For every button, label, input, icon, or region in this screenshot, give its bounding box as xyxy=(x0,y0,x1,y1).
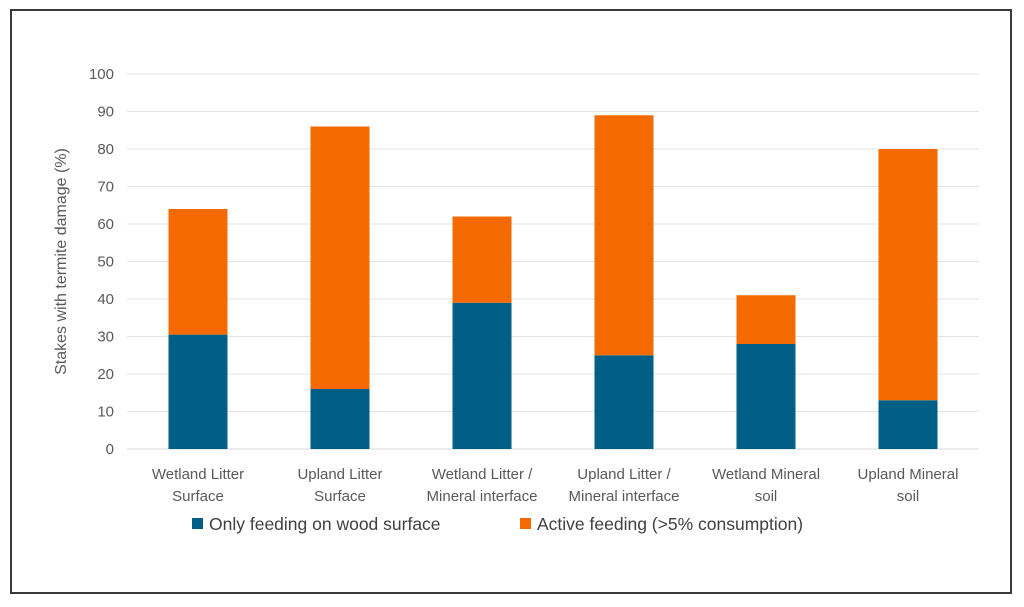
legend: Only feeding on wood surface Active feedi… xyxy=(192,514,803,534)
legend-swatch xyxy=(520,518,531,529)
bar-segment-active-feeding xyxy=(168,209,228,335)
gridlines xyxy=(127,73,979,450)
y-tick-label: 100 xyxy=(89,66,114,83)
y-tick-label: 30 xyxy=(97,329,114,346)
bar-segment-active-feeding xyxy=(594,115,654,356)
bar-segment-surface-feeding xyxy=(594,355,654,449)
y-tick-label: 80 xyxy=(97,141,114,158)
x-tick-label: Upland Mineral soil xyxy=(858,466,959,505)
bar-segment-surface-feeding xyxy=(310,389,370,449)
x-tick-label: Wetland Mineral soil xyxy=(712,466,820,505)
y-tick-label: 20 xyxy=(97,366,114,383)
y-tick-label: 70 xyxy=(97,179,114,196)
y-tick-label: 60 xyxy=(97,216,114,233)
stacked-bar-chart: 0 10 20 30 40 50 60 70 80 90 100 Wetland Litter Sur… xyxy=(53,66,979,534)
y-axis-ticks: 0 10 20 30 40 50 60 70 80 90 100 xyxy=(89,66,114,458)
bar-segment-active-feeding xyxy=(310,126,370,389)
bar-segment-surface-feeding xyxy=(878,400,938,449)
legend-label: Only feeding on wood surface xyxy=(209,514,441,534)
y-axis-title: Stakes with termite damage (%) xyxy=(53,148,70,375)
x-tick-label: Wetland Litter / Mineral interface xyxy=(427,466,538,505)
bar-segment-surface-feeding xyxy=(736,344,796,449)
y-tick-label: 90 xyxy=(97,104,114,121)
x-axis-labels: Wetland Litter Surface Upland Litter Surfac… xyxy=(152,466,959,505)
legend-label: Active feeding (>5% consumption) xyxy=(537,514,803,534)
x-tick-label: Wetland Litter Surface xyxy=(152,466,244,505)
bar-segment-surface-feeding xyxy=(168,334,228,449)
x-tick-label: Upland Litter / Mineral interface xyxy=(569,466,680,505)
bar-segment-active-feeding xyxy=(452,216,512,303)
bar-segment-active-feeding xyxy=(736,295,796,344)
legend-swatch xyxy=(192,518,203,529)
x-tick-label: Upland Litter Surface xyxy=(297,466,382,505)
y-tick-label: 50 xyxy=(97,254,114,271)
bar-segment-active-feeding xyxy=(878,149,938,401)
y-tick-label: 40 xyxy=(97,291,114,308)
chart-frame: 0 10 20 30 40 50 60 70 80 90 100 Wetland Litter Sur… xyxy=(10,9,1012,594)
bar-segment-surface-feeding xyxy=(452,302,512,449)
y-tick-label: 0 xyxy=(106,441,114,458)
y-tick-label: 10 xyxy=(97,404,114,421)
bars xyxy=(168,115,938,449)
